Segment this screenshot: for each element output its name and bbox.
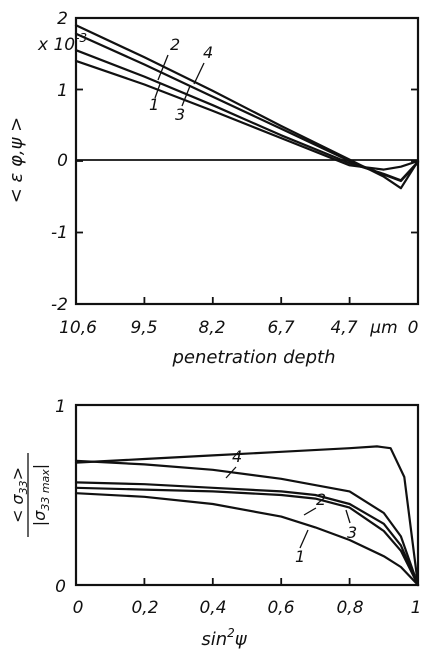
stress-y-label-denominator-close: | — [30, 464, 49, 469]
strain-y-tick-label: -2 — [51, 295, 68, 315]
stress-series — [74, 445, 420, 587]
strain-y-tick-label: 1 — [57, 81, 68, 101]
strain-label-leader — [154, 83, 161, 99]
strain-y-tick-label: 0 — [57, 151, 68, 171]
stress-y-label-denominator-sub: 33 max — [39, 469, 52, 511]
strain-label-leader — [157, 54, 169, 81]
stress-curve-label: 4 — [232, 447, 242, 466]
stress-x-tick-label: 0,4 — [199, 598, 226, 618]
stress-x-label-base: sin — [201, 629, 227, 650]
stress-chart: 1 0 < σ33> |σ33 max| 0 0,2 0,4 0,6 0,8 1… — [8, 397, 421, 650]
stress-x-axis-label: sin2ψ — [201, 626, 247, 650]
stress-curve-label: 2 — [316, 490, 326, 509]
strain-y-multiplier-base: x 10 — [37, 35, 75, 55]
stress-x-tick-label: 0,2 — [131, 598, 158, 618]
stress-x-tick-label: 0,6 — [267, 598, 294, 618]
stress-curve-label: 3 — [347, 523, 357, 542]
stress-series-line — [74, 481, 420, 587]
stress-label-leader — [225, 466, 237, 479]
strain-y-multiplier: x 10-3 — [37, 31, 87, 55]
stress-series-line — [74, 459, 420, 587]
stress-label-leader — [345, 509, 351, 524]
strain-curve-label: 4 — [203, 43, 213, 62]
stress-x-tick-label: 0 — [73, 598, 84, 618]
depth-x-tick-label: 8,2 — [198, 318, 225, 338]
strain-chart: 2 1 0 -1 -2 x 10-3 < ε φ,ψ > 10,6 9,5 8,… — [6, 9, 420, 368]
stress-label-leader — [303, 507, 317, 516]
strain-y-tick-label: -1 — [51, 223, 68, 243]
stress-series-line — [74, 486, 420, 587]
strain-series-line — [74, 59, 420, 171]
stress-y-axis-label: < σ33> |σ33 max| — [8, 453, 52, 537]
strain-label-leader — [193, 62, 205, 85]
strain-label-leader — [181, 85, 191, 107]
strain-curve-label: 2 — [170, 35, 180, 54]
stress-series-line — [74, 445, 420, 587]
strain-curve-label: 1 — [149, 95, 159, 114]
stress-y-label-numerator: < σ33> — [8, 467, 30, 523]
strain-plot-frame — [74, 16, 420, 306]
stress-y-tick-label: 1 — [55, 397, 66, 417]
depth-x-tick-label: 4,7 — [330, 318, 357, 338]
depth-unit-label: μm — [369, 318, 397, 338]
strain-axis-ticks — [75, 17, 419, 305]
stress-y-label-numerator-sub: 33 — [17, 480, 30, 494]
stress-y-label-denominator-base: |σ — [30, 510, 49, 526]
stress-x-label-exponent: 2 — [227, 626, 235, 640]
depth-x-tick-label: 0 — [408, 318, 419, 338]
strain-x-axis-label: penetration depth — [171, 347, 335, 368]
strain-series-line — [74, 24, 420, 190]
stress-y-label-numerator-base: < σ — [8, 494, 27, 523]
stress-x-tick-label: 1 — [411, 598, 422, 618]
strain-y-multiplier-exponent: -3 — [75, 31, 87, 45]
strain-curve-label: 3 — [175, 105, 185, 124]
strain-series — [74, 24, 420, 190]
stress-series-line — [74, 492, 420, 587]
depth-x-tick-label: 6,7 — [267, 318, 294, 338]
stress-y-label-denominator: |σ33 max| — [30, 464, 52, 526]
strain-series-line — [74, 49, 420, 182]
stress-x-tick-label: 0,8 — [336, 598, 363, 618]
stress-label-leader — [299, 529, 309, 549]
stress-y-label-numerator-close: > — [8, 467, 27, 480]
depth-x-tick-label: 10,6 — [59, 318, 97, 338]
stress-curve-label: 1 — [295, 547, 305, 566]
stress-y-tick-label: 0 — [55, 577, 66, 597]
strain-y-tick-label: 2 — [57, 9, 68, 29]
strain-y-axis-label: < ε φ,ψ > — [6, 117, 27, 204]
stress-plot-frame — [74, 403, 420, 587]
stress-x-label-variable: ψ — [235, 629, 248, 650]
depth-x-tick-label: 9,5 — [130, 318, 157, 338]
